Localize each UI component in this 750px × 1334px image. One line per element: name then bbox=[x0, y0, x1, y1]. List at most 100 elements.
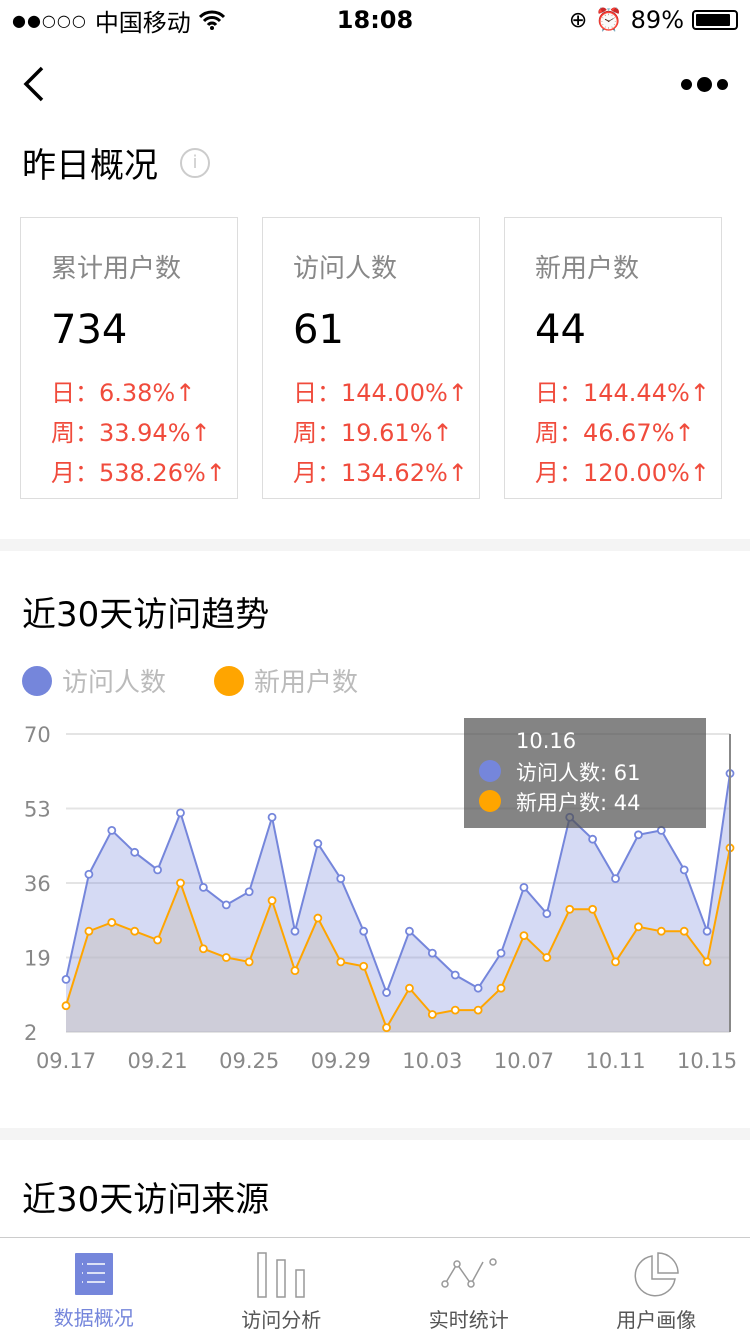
rotation-lock-icon: ⊕ bbox=[568, 7, 588, 33]
data-point bbox=[313, 913, 323, 923]
data-point bbox=[153, 865, 162, 875]
data-point bbox=[611, 957, 620, 967]
nav-bar bbox=[0, 40, 750, 128]
data-point bbox=[382, 988, 391, 997]
card-label: 累计用户数 bbox=[51, 254, 182, 284]
tooltip-box bbox=[464, 718, 706, 828]
tooltip-line: 新用户数: 44 bbox=[516, 791, 640, 815]
rate-week: 周：33.94%↑ bbox=[51, 419, 211, 447]
data-point bbox=[450, 1005, 460, 1015]
rate-day: 日：144.00%↑ bbox=[293, 379, 468, 407]
stat-card-new-users: 新用户数 44 日：144.44%↑ 周：46.67%↑ 月：120.00%↑ bbox=[504, 217, 722, 499]
data-point bbox=[290, 926, 300, 936]
data-point bbox=[267, 896, 277, 905]
x-tick-label: 09.29 bbox=[311, 1049, 371, 1073]
data-point bbox=[176, 878, 185, 888]
tab-label: 用户画像 bbox=[616, 1308, 697, 1332]
tooltip-marker bbox=[479, 760, 501, 782]
list-doc-icon bbox=[74, 1253, 113, 1295]
data-point bbox=[359, 961, 369, 971]
data-point bbox=[382, 1023, 391, 1033]
data-point bbox=[519, 931, 529, 940]
x-tick-label: 10.11 bbox=[585, 1049, 645, 1073]
more-icon[interactable] bbox=[681, 76, 728, 92]
data-point bbox=[496, 983, 506, 993]
tooltip-title: 10.16 bbox=[516, 729, 576, 753]
data-point bbox=[84, 926, 94, 936]
data-point bbox=[588, 834, 598, 844]
data-point bbox=[313, 839, 323, 848]
data-point bbox=[679, 926, 689, 936]
tab-overview[interactable]: 数据概况 bbox=[0, 1238, 188, 1334]
data-point bbox=[427, 948, 437, 958]
back-icon[interactable] bbox=[22, 65, 46, 103]
y-tick-label: 70 bbox=[24, 723, 51, 747]
divider bbox=[0, 539, 750, 551]
data-point bbox=[359, 926, 369, 936]
card-value: 61 bbox=[293, 307, 344, 353]
legend-new-users[interactable]: 新用户数 bbox=[214, 662, 358, 699]
data-point bbox=[61, 975, 71, 984]
data-point bbox=[542, 953, 552, 962]
trend-title: 近30天访问趋势 bbox=[22, 595, 270, 635]
data-point bbox=[130, 847, 140, 857]
series-line bbox=[65, 847, 731, 1030]
battery-icon bbox=[692, 10, 738, 30]
line-chart-icon bbox=[441, 1258, 497, 1288]
status-bar: ●●○○○ 中国移动 18:08 ⊕ ⏰ 89% bbox=[0, 0, 750, 40]
chart-legend: 访问人数 新用户数 bbox=[0, 662, 750, 699]
data-point bbox=[405, 983, 414, 993]
trend-chart[interactable]: 70 53 36 19 2 09.17 09.21 09.25 09.29 10.03 10.07 1… bbox=[0, 710, 750, 1090]
rate-month: 月：134.62%↑ bbox=[293, 459, 468, 487]
rate-week: 周：46.67%↑ bbox=[535, 419, 695, 447]
rate-month: 月：538.26%↑ bbox=[51, 459, 226, 487]
tab-label: 访问分析 bbox=[241, 1308, 322, 1332]
info-icon[interactable]: i bbox=[180, 147, 210, 178]
data-point bbox=[198, 944, 208, 954]
tab-user-profile[interactable]: 用户画像 bbox=[563, 1238, 750, 1334]
x-tick-label: 09.21 bbox=[128, 1049, 188, 1073]
y-tick-label: 2 bbox=[24, 1021, 37, 1045]
battery-percent: 89% bbox=[630, 6, 684, 34]
signal-icon: ●●○○○ bbox=[12, 10, 87, 30]
x-tick-label: 10.07 bbox=[494, 1049, 554, 1073]
x-tick-label: 10.03 bbox=[402, 1049, 462, 1073]
data-point bbox=[450, 970, 460, 980]
data-point bbox=[290, 966, 300, 976]
data-point bbox=[405, 926, 414, 936]
tab-bar: 数据概况 访问分析 实时统计 用户画像 bbox=[0, 1237, 750, 1334]
card-label: 新用户数 bbox=[535, 254, 640, 284]
data-point bbox=[565, 904, 575, 914]
data-point bbox=[496, 948, 506, 958]
carrier: 中国移动 bbox=[94, 8, 191, 37]
alarm-icon: ⏰ bbox=[595, 7, 623, 33]
tab-visit-analysis[interactable]: 访问分析 bbox=[188, 1238, 376, 1334]
tab-realtime[interactable]: 实时统计 bbox=[375, 1238, 563, 1334]
rate-day: 日：6.38%↑ bbox=[51, 379, 196, 407]
overview-cards: 累计用户数 734 日：6.38%↑ 周：33.94%↑ 月：538.26%↑ … bbox=[0, 217, 750, 499]
data-point bbox=[107, 826, 117, 835]
data-point bbox=[519, 882, 529, 892]
data-point bbox=[656, 926, 666, 936]
data-point bbox=[84, 869, 94, 879]
card-value: 44 bbox=[535, 307, 586, 353]
x-tick-label: 09.17 bbox=[36, 1049, 96, 1073]
data-point bbox=[679, 865, 689, 875]
y-tick-label: 19 bbox=[24, 947, 51, 971]
tooltip-line: 访问人数: 61 bbox=[516, 761, 640, 785]
data-point bbox=[336, 957, 346, 967]
data-point bbox=[244, 887, 254, 897]
source-title: 近30天访问来源 bbox=[22, 1180, 270, 1220]
data-point bbox=[130, 926, 140, 936]
data-point bbox=[702, 926, 712, 936]
overview-title-row: 昨日概况 i bbox=[0, 138, 750, 187]
section-title: 昨日概况 bbox=[22, 146, 158, 186]
data-point bbox=[153, 935, 162, 945]
stat-card-visitors: 访问人数 61 日：144.00%↑ 周：19.61%↑ 月：134.62%↑ bbox=[262, 217, 480, 499]
data-point bbox=[107, 918, 117, 927]
legend-visitors[interactable]: 访问人数 bbox=[22, 662, 166, 699]
data-point bbox=[198, 882, 208, 892]
divider bbox=[0, 1128, 750, 1140]
y-tick-label: 53 bbox=[24, 798, 51, 822]
tab-label: 实时统计 bbox=[428, 1308, 509, 1332]
